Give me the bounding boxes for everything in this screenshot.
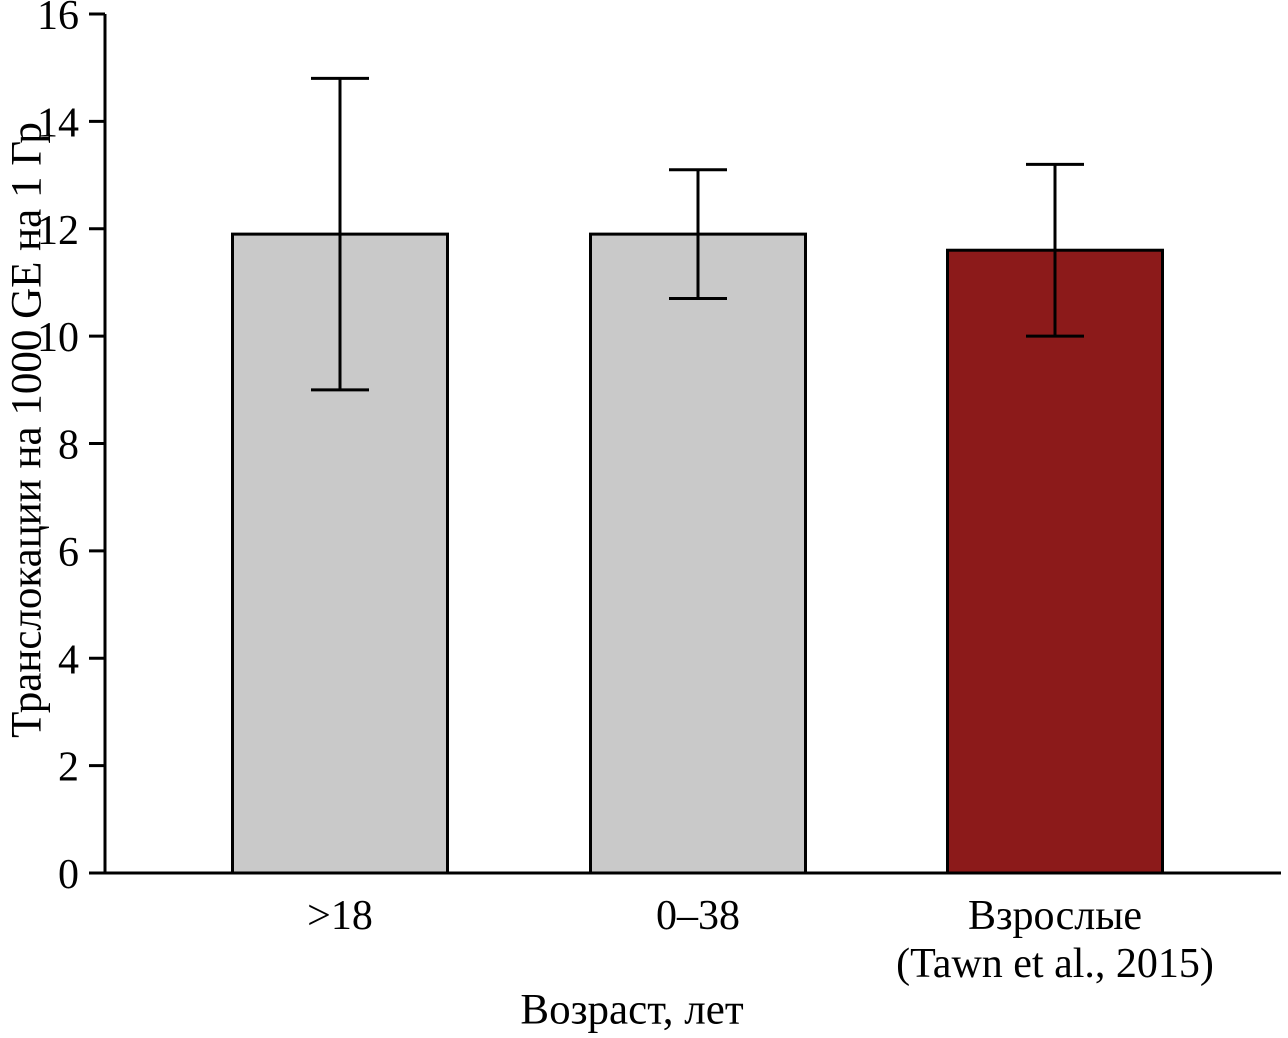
y-tick-label: 12 <box>37 208 79 254</box>
y-tick-label: 8 <box>58 423 79 469</box>
bar <box>946 248 1164 875</box>
y-tick-label: 4 <box>58 637 79 683</box>
bar <box>589 232 807 875</box>
y-axis-title: Транслокации на 1000 GE на 1 Гр <box>3 122 51 738</box>
y-tick-label: 2 <box>58 745 79 791</box>
x-tick-label: 0–38 <box>656 893 740 939</box>
y-tick-label: 14 <box>37 100 79 146</box>
y-tick-label: 10 <box>37 315 79 361</box>
y-tick-label: 16 <box>37 0 79 39</box>
y-tick-label: 6 <box>58 530 79 576</box>
x-tick-label: Взрослые (Tawn et al., 2015) <box>896 893 1214 987</box>
y-tick-label: 0 <box>58 852 79 898</box>
x-tick-label: >18 <box>307 893 373 939</box>
x-axis-title: Возраст, лет <box>520 986 744 1034</box>
